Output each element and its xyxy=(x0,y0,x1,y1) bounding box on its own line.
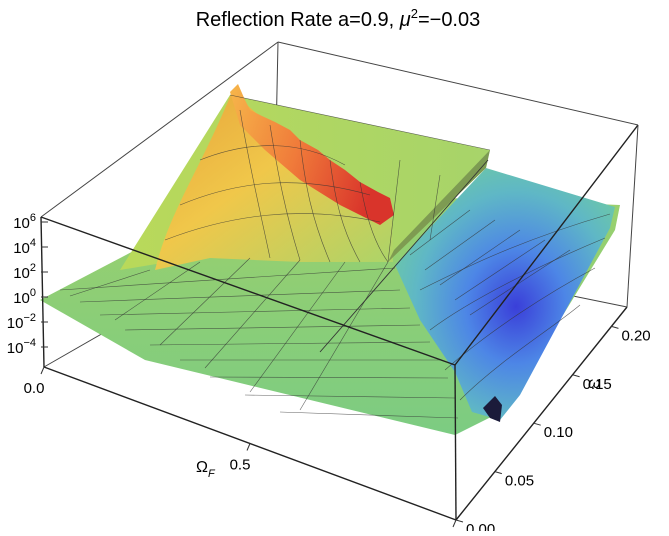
surface-step-wall xyxy=(388,150,490,262)
y-tick-label: 0.15 xyxy=(583,376,612,393)
z-tick-label: 100 xyxy=(13,287,36,307)
z-tick-label: 102 xyxy=(13,262,36,282)
x-tick-label: 0.0 xyxy=(24,380,45,397)
x-tick-mark xyxy=(40,366,45,375)
y-tick-label: 0.00 xyxy=(466,521,495,531)
surface-trough xyxy=(395,168,615,420)
x-axis-label: ΩF xyxy=(196,459,216,480)
y-tick-label: 0.05 xyxy=(505,473,534,490)
x-tick-label: 0.5 xyxy=(230,457,251,474)
y-tick-mark xyxy=(494,471,503,475)
surface-dip xyxy=(483,396,502,422)
y-axis-ticks: 0.00 0.05 0.10 0.15 0.20 xyxy=(455,325,651,536)
surface xyxy=(40,84,620,435)
surface-step-line xyxy=(319,159,489,353)
z-tick-label: 106 xyxy=(13,212,36,232)
y-tick-label: 0.10 xyxy=(544,424,573,441)
y-tick-label: 0.20 xyxy=(621,327,650,344)
y-tick-mark xyxy=(455,519,464,523)
x-tick-mark xyxy=(246,443,251,451)
y-tick-mark xyxy=(572,374,580,378)
surface-mesh xyxy=(59,94,611,419)
surface-peak-ridge xyxy=(230,84,394,225)
surface-warm-wall xyxy=(155,92,393,270)
z-axis-ticks: 106 104 102 100 10−2 10−4 xyxy=(7,212,48,357)
y-tick-mark xyxy=(533,422,541,426)
chart-title: Reflection Rate a=0.9, μ2=−0.03 xyxy=(196,6,481,31)
y-tick-mark xyxy=(611,325,619,329)
z-tick-label: 10−4 xyxy=(7,337,36,357)
x-tick-mark xyxy=(452,519,457,528)
z-tick-label: 10−2 xyxy=(7,312,36,332)
y-axis-label: ω xyxy=(588,375,600,392)
z-tick-label: 104 xyxy=(13,237,36,257)
